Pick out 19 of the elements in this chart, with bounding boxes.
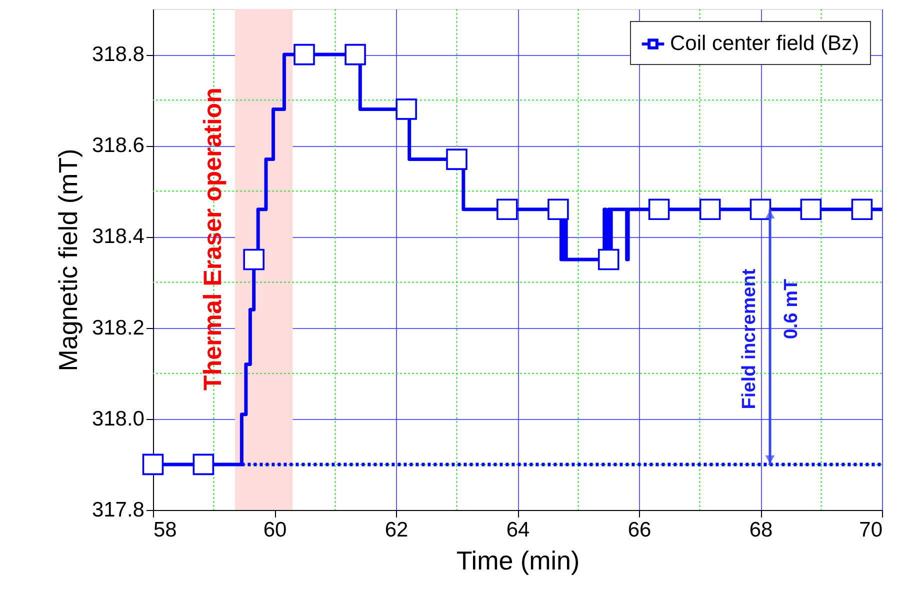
x-tick-label: 66: [628, 518, 652, 542]
y-tick-label: 318.2: [92, 316, 144, 340]
y-tick-label: 317.8: [92, 498, 144, 522]
legend-label: Coil center field (Bz): [670, 32, 860, 55]
x-tick-label: 70: [859, 518, 882, 542]
y-tick-label: 318.6: [92, 134, 144, 158]
y-tick-label: 318.4: [92, 225, 145, 248]
y-tick-label: 318.8: [92, 43, 144, 66]
annotation: Field increment: [739, 268, 760, 410]
y-tick-label: 318.0: [92, 407, 144, 430]
y-axis-title: Magnetic field (mT): [52, 148, 83, 372]
x-tick-label: 58: [154, 518, 177, 542]
x-tick-label: 64: [506, 518, 530, 542]
x-axis-title: Time (min): [456, 546, 580, 576]
band-label: Thermal Eraser operation: [199, 88, 227, 390]
x-tick-label: 60: [263, 518, 287, 542]
x-tick-label: 62: [384, 518, 408, 542]
x-tick-label: 68: [749, 518, 773, 542]
annotation: 0.6 mT: [781, 278, 802, 340]
